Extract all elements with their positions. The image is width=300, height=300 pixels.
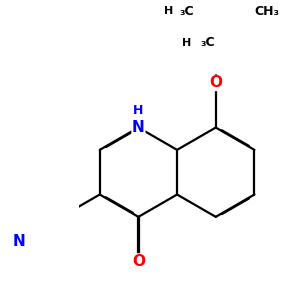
Text: O: O [132,254,145,269]
Text: N: N [12,234,25,249]
Text: H: H [133,104,144,117]
Text: H: H [164,6,173,16]
Text: O: O [209,75,222,90]
Text: ₃C: ₃C [179,5,194,18]
Text: ₃C: ₃C [200,36,215,49]
Text: CH₃: CH₃ [254,5,279,18]
Text: H: H [182,38,191,48]
Text: N: N [132,120,145,135]
